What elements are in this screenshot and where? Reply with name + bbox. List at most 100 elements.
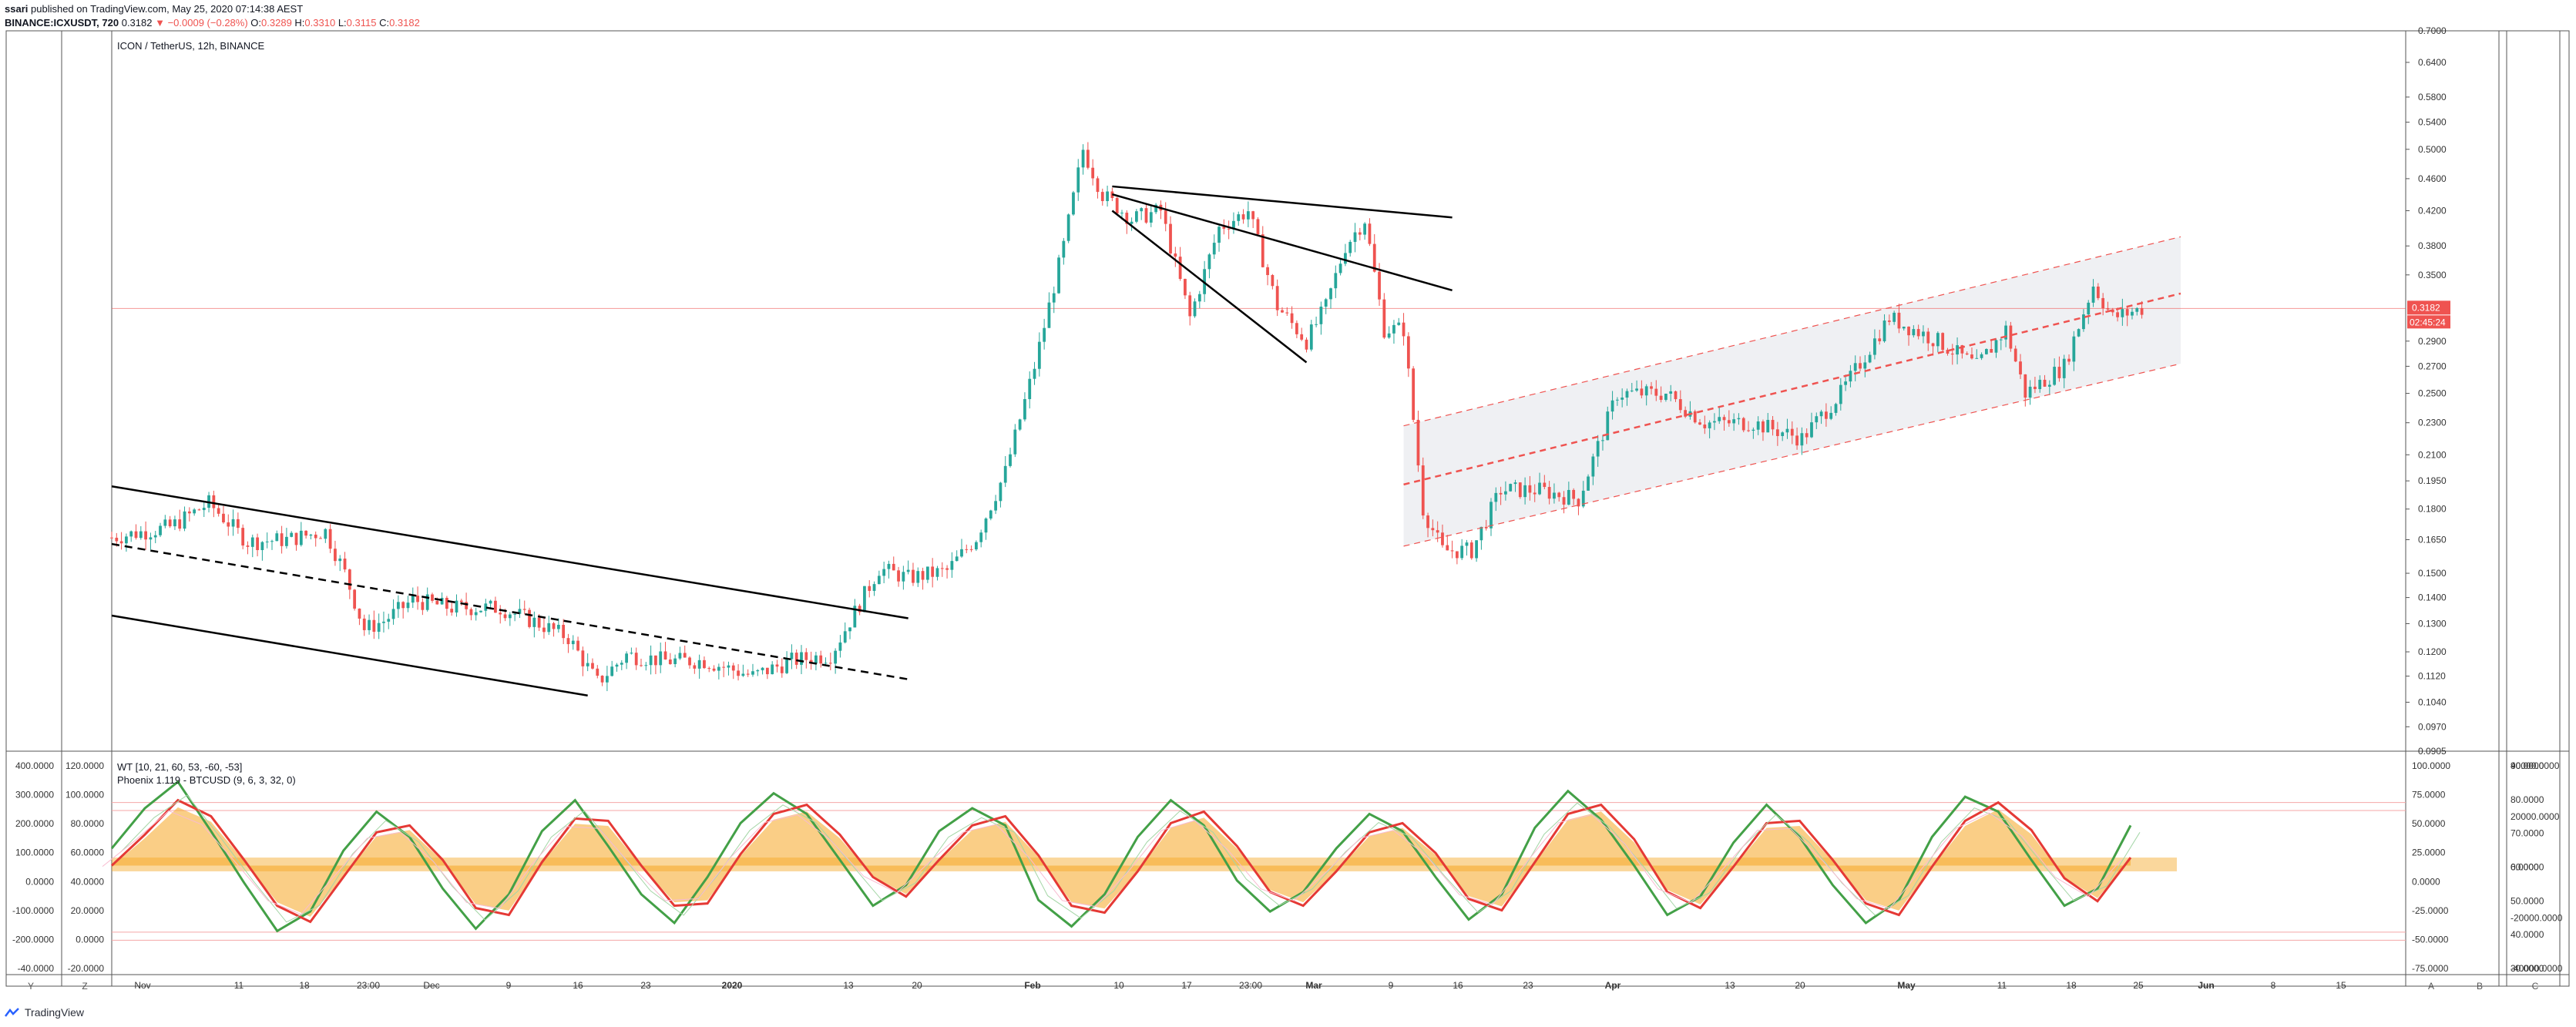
candle-body (693, 665, 697, 669)
scale-e-label: 40000.0000 (2511, 760, 2560, 771)
candle-body (280, 533, 284, 546)
candle-body (712, 668, 716, 671)
candle-body (1324, 299, 1328, 307)
candle-body (110, 537, 113, 539)
candle-body (1149, 212, 1153, 223)
candle-body (1251, 211, 1255, 220)
candle-body (1344, 253, 1347, 264)
candle-body (1970, 354, 1973, 359)
candle-body (1994, 340, 1998, 353)
asc-channel-bottom[interactable] (1403, 363, 2181, 547)
axis-button-bottom_left[interactable]: Y (28, 981, 34, 992)
candle-body (654, 655, 657, 666)
candle-body (1066, 214, 1070, 241)
candle-body (853, 606, 857, 628)
low-value: 0.3115 (346, 17, 377, 29)
candle-body (1475, 540, 1478, 559)
candle-body (159, 525, 162, 535)
candle-body (183, 511, 186, 529)
x-tick-label: Apr (1605, 980, 1621, 991)
candle-body (1800, 433, 1804, 446)
candle-body (1115, 197, 1119, 214)
candle-body (1674, 391, 1678, 400)
candle-body (222, 513, 225, 523)
candle-body (1086, 149, 1090, 168)
x-tick-label: Jun (2198, 980, 2214, 991)
y-tick-label: 0.1200 (2418, 646, 2447, 657)
axis-button-bottom_b[interactable]: B (2477, 981, 2483, 992)
candle-body (2067, 358, 2071, 362)
desc-channel-top[interactable] (111, 485, 908, 619)
candle-body (1926, 331, 1930, 344)
candle-body (1747, 430, 1750, 431)
candle-body (1047, 302, 1051, 328)
candle-body (1533, 492, 1537, 495)
candle-body (236, 519, 240, 529)
candle-body (290, 532, 294, 537)
candle-body (1708, 422, 1711, 428)
candle-body (1130, 221, 1134, 224)
scale-a-label: 400.0000 (15, 760, 54, 771)
candle-body (450, 609, 454, 613)
asc-channel-top[interactable] (1403, 236, 2181, 427)
trendlines[interactable] (111, 185, 2181, 696)
candle-body (1625, 391, 1629, 398)
wedge-mid[interactable] (1112, 193, 1453, 292)
candle-body (1271, 275, 1275, 287)
candle-body (1281, 310, 1284, 313)
scale-c-label: 75.0000 (2412, 790, 2446, 800)
candle-body (324, 529, 327, 539)
candle-body (1392, 324, 1395, 334)
candles (110, 142, 2144, 692)
candle-body (858, 606, 861, 613)
candle-body (916, 571, 920, 583)
y-tick-label: 0.7000 (2418, 25, 2447, 36)
candle-body (1762, 421, 1765, 433)
candle-body (1984, 349, 1988, 354)
candle-body (542, 627, 546, 633)
desc-channel-mid[interactable] (111, 542, 908, 680)
candle-body (921, 571, 925, 580)
asc-channel-mid[interactable] (1403, 292, 2181, 486)
wedge-bottom[interactable] (1111, 210, 1308, 364)
wt-legend: WT [10, 21, 60, 53, -60, -53] (117, 761, 242, 773)
candle-body (586, 663, 589, 666)
axis-button-bottom_a[interactable]: A (2428, 981, 2434, 992)
axis-button-bottom_left2[interactable]: Z (82, 981, 87, 992)
candle-body (2009, 325, 2013, 349)
candle-body (231, 519, 235, 527)
candle-body (1902, 326, 1906, 329)
candle-body (1601, 440, 1604, 441)
scale-e-label: -40000.0000 (2511, 963, 2563, 974)
candle-body (1718, 417, 1721, 421)
candle-body (396, 602, 400, 609)
candle-body (1591, 456, 1595, 477)
candle-body (2140, 307, 2144, 315)
x-tick-label: 9 (506, 980, 512, 991)
desc-channel-bottom[interactable] (111, 614, 588, 696)
candle-body (2106, 308, 2110, 310)
candle-body (1222, 227, 1226, 229)
candle-body (1363, 223, 1367, 235)
author-name[interactable]: ssari (5, 3, 29, 15)
candle-body (1096, 178, 1100, 193)
candle-body (1596, 441, 1600, 457)
candle-body (1003, 465, 1007, 483)
axis-button-bottom_c[interactable]: C (2532, 981, 2539, 992)
candle-body (368, 619, 371, 630)
candle-body (897, 570, 900, 582)
wedge-top[interactable] (1112, 185, 1453, 219)
tradingview-footer[interactable]: TradingView (5, 1006, 84, 1019)
candle-body (737, 670, 740, 676)
candle-body (1587, 476, 1590, 491)
candle-body (372, 619, 376, 633)
candle-body (2024, 374, 2027, 398)
candle-body (217, 508, 220, 514)
candle-body (513, 613, 517, 615)
candle-body (227, 522, 230, 527)
y-tick-label: 0.5800 (2418, 92, 2447, 102)
candle-body (1076, 167, 1080, 193)
y-tick-label: 0.1950 (2418, 475, 2447, 486)
candle-body (1241, 214, 1245, 220)
